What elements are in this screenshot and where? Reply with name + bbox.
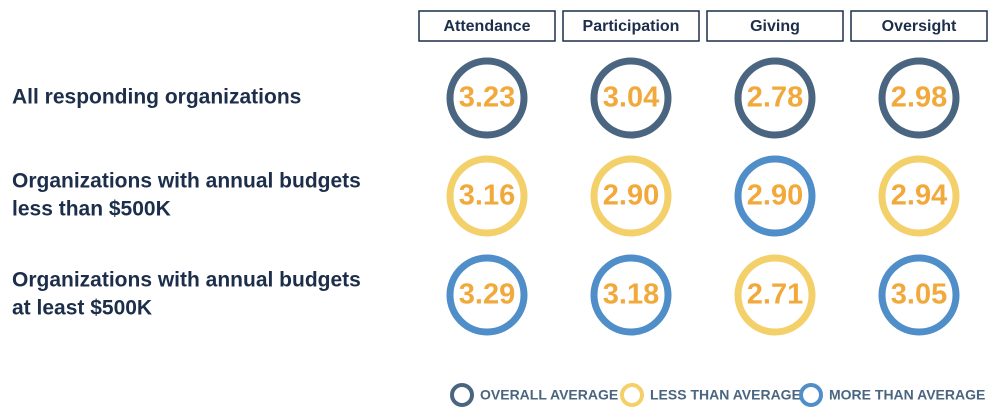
score-ring xyxy=(446,57,528,139)
score-ring xyxy=(878,254,960,336)
score-ring xyxy=(446,155,528,237)
legend-ring xyxy=(799,383,823,407)
score-ring xyxy=(590,57,672,139)
row-label: Organizations with annual budgets xyxy=(12,269,361,292)
score-ring xyxy=(878,155,960,237)
score: 2.98 xyxy=(891,82,947,114)
column-header: Oversight xyxy=(882,18,957,35)
row-label: at least $500K xyxy=(12,297,152,320)
row-label: All responding organizations xyxy=(12,86,301,109)
score: 3.04 xyxy=(603,82,659,114)
row-label: Organizations with annual budgets xyxy=(12,170,361,193)
score: 3.16 xyxy=(459,180,515,212)
column-header-box xyxy=(850,10,988,42)
legend-label: MORE THAN AVERAGE xyxy=(829,387,985,403)
column-header-box xyxy=(562,10,700,42)
legend-ring xyxy=(450,383,474,407)
score: 3.05 xyxy=(891,279,947,311)
score-ring xyxy=(878,57,960,139)
score-ring xyxy=(734,155,816,237)
column-header-box xyxy=(418,10,556,42)
score-ring xyxy=(446,254,528,336)
score-ring xyxy=(590,254,672,336)
score: 3.23 xyxy=(459,82,515,114)
column-header: Participation xyxy=(583,18,680,35)
row-label: less than $500K xyxy=(12,198,171,221)
score: 3.29 xyxy=(459,279,515,311)
score: 2.78 xyxy=(747,82,803,114)
column-header: Attendance xyxy=(443,18,530,35)
score: 2.94 xyxy=(891,180,947,212)
legend-label: LESS THAN AVERAGE xyxy=(650,387,801,403)
legend-label: OVERALL AVERAGE xyxy=(480,387,618,403)
score: 2.90 xyxy=(747,180,803,212)
score: 2.71 xyxy=(747,279,803,311)
column-header-box xyxy=(706,10,844,42)
score: 2.90 xyxy=(603,180,659,212)
score-ring xyxy=(734,57,816,139)
column-header: Giving xyxy=(750,18,800,35)
score-ring xyxy=(590,155,672,237)
score: 3.18 xyxy=(603,279,659,311)
score-ring xyxy=(734,254,816,336)
legend-ring xyxy=(620,383,644,407)
